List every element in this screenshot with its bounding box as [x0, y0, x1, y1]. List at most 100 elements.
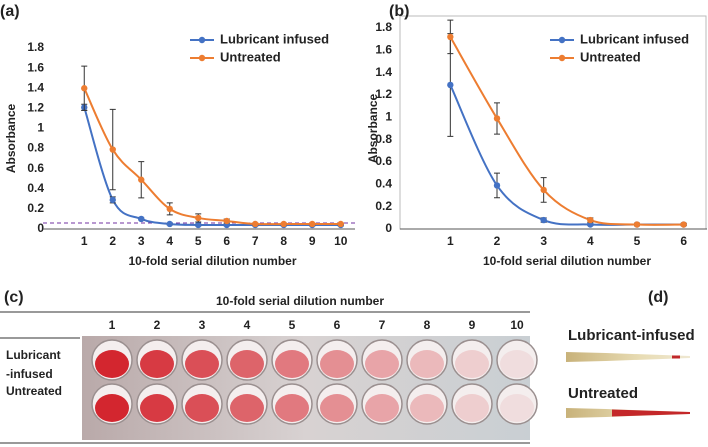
series-line: [83, 107, 341, 227]
x-tick-label: 2: [494, 234, 501, 248]
data-point: [493, 115, 501, 122]
well-content: [500, 350, 534, 378]
data-point: [447, 81, 454, 89]
data-point: [252, 220, 259, 228]
y-tick-label: 1.2: [375, 87, 392, 101]
y-tick-label: 0.8: [375, 132, 392, 146]
data-point: [540, 186, 547, 194]
well: [496, 383, 538, 425]
x-tick-label: 3: [138, 234, 145, 248]
y-tick-label: 0.4: [375, 177, 392, 191]
data-point: [540, 216, 547, 224]
well: [361, 383, 403, 425]
column-label: 6: [334, 318, 341, 332]
data-point: [81, 85, 88, 92]
data-point: [493, 182, 501, 189]
well: [451, 339, 493, 381]
well-content: [455, 394, 489, 422]
data-point: [195, 214, 202, 222]
x-tick-label: 4: [166, 234, 173, 248]
x-tick-label: 1: [81, 234, 88, 248]
y-tick-label: 1.6: [27, 60, 44, 74]
well-content: [140, 350, 174, 378]
row-label: -infused: [6, 367, 53, 381]
column-label: 1: [109, 318, 116, 332]
panel-label: (b): [389, 3, 409, 20]
plot-frame: [399, 15, 707, 230]
photo-panel: (c) 10-fold serial dilution number 1 2 3 4 5…: [0, 289, 538, 444]
data-point: [447, 33, 454, 41]
well-content: [410, 394, 444, 422]
data-point: [309, 220, 316, 228]
legend-marker: [198, 54, 206, 62]
tip-stain: [672, 355, 680, 359]
well: [496, 339, 538, 381]
y-tick-label: 0.2: [27, 201, 44, 215]
x-tick-label: 7: [252, 234, 259, 248]
y-axis-label: Absorbance: [366, 94, 380, 164]
well-content: [230, 350, 264, 378]
y-tick-label: 1.8: [375, 20, 392, 34]
well-content: [500, 394, 534, 422]
legend-label: Lubricant infused: [580, 31, 689, 46]
well: [451, 383, 493, 425]
column-label: 4: [244, 318, 251, 332]
x-axis-label: 10-fold serial dilution number: [483, 254, 651, 268]
data-point: [166, 205, 173, 213]
x-tick-label: 4: [587, 234, 594, 248]
column-label: 3: [199, 318, 206, 332]
legend-label: Lubricant infused: [220, 31, 329, 46]
data-point: [223, 217, 230, 225]
legend-label: Untreated: [580, 49, 641, 64]
well-content: [140, 394, 174, 422]
tip-photo: [566, 352, 690, 362]
data-point: [633, 221, 641, 228]
y-tick-label: 0.6: [375, 154, 392, 168]
tip-stain: [612, 409, 690, 417]
x-tick-label: 9: [309, 234, 316, 248]
photo-panel: (d) Lubricant-infused Untreated: [566, 289, 695, 418]
column-label: 2: [154, 318, 161, 332]
column-label: 8: [424, 318, 431, 332]
x-tick-label: 1: [447, 234, 454, 248]
well-content: [95, 394, 129, 422]
x-tick-label: 5: [195, 234, 202, 248]
y-tick-label: 1.2: [27, 101, 44, 115]
row-label: Lubricant-infused: [568, 327, 695, 344]
x-tick-label: 6: [680, 234, 687, 248]
column-label: 7: [379, 318, 386, 332]
y-axis-label: Absorbance: [4, 104, 18, 174]
row-label: Untreated: [6, 384, 62, 398]
well-content: [185, 394, 219, 422]
data-point: [166, 220, 173, 228]
data-point: [280, 220, 287, 228]
well-content: [275, 350, 309, 378]
data-point: [138, 176, 145, 183]
well: [316, 383, 358, 425]
x-tick-label: 8: [280, 234, 287, 248]
row-label: Untreated: [568, 385, 638, 402]
well: [406, 339, 448, 381]
x-tick-label: 10: [334, 234, 348, 248]
x-tick-label: 2: [109, 234, 116, 248]
series-line: [83, 87, 341, 226]
legend-marker: [198, 36, 206, 44]
well-content: [320, 350, 354, 378]
y-tick-label: 0.6: [27, 161, 44, 175]
y-tick-label: 0.2: [375, 199, 392, 213]
x-tick-label: 5: [634, 234, 641, 248]
well-content: [275, 394, 309, 422]
y-tick-label: 1: [385, 110, 392, 124]
well: [406, 383, 448, 425]
y-tick-label: 1: [37, 121, 44, 135]
data-point: [195, 221, 202, 229]
well-content: [320, 394, 354, 422]
legend-marker: [558, 54, 566, 62]
well-content: [410, 350, 444, 378]
column-label: 9: [469, 318, 476, 332]
legend-marker: [558, 36, 566, 44]
y-tick-label: 0.4: [27, 181, 44, 195]
well-content: [365, 350, 399, 378]
data-point: [587, 216, 594, 224]
